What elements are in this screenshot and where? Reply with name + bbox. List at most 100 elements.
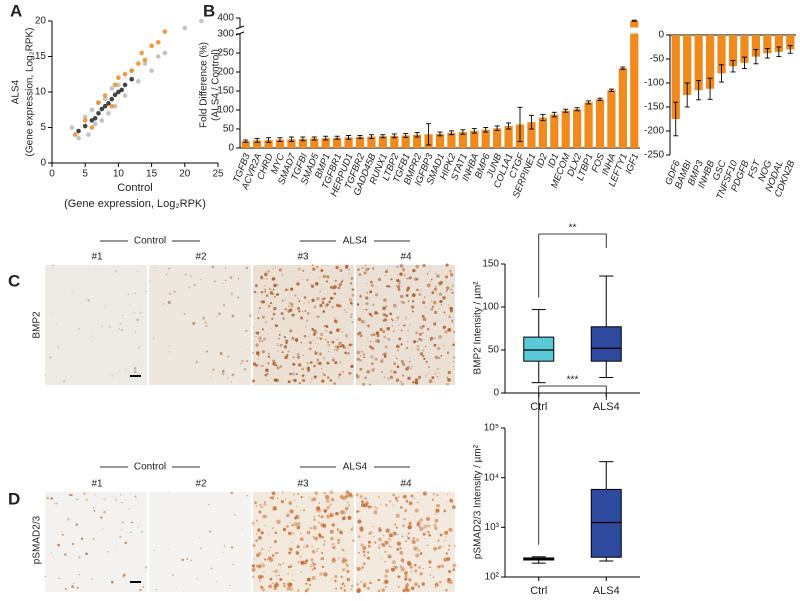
stain-speck [319,572,324,576]
stain-speck [296,552,300,556]
stain-speck [305,582,308,585]
stain-speck [331,340,335,344]
bar [527,122,536,148]
bar [595,99,605,148]
scatter-point [139,50,144,56]
stain-speck [296,355,301,359]
stain-speck [255,351,260,355]
stain-speck [73,583,75,585]
stain-speck [281,299,284,302]
stain-speck [419,552,423,555]
stain-speck [278,574,281,577]
stain-speck [344,568,346,570]
stain-speck [271,328,273,330]
stain-speck [288,531,293,536]
box [523,336,555,362]
bar [241,141,250,148]
stain-speck [273,295,276,298]
stain-speck [439,371,441,373]
stain-speck [223,545,226,548]
stain-speck [329,330,333,335]
scatter-point [102,93,108,98]
stain-speck [273,283,277,288]
stain-speck [295,373,298,376]
bar [367,136,376,148]
stain-speck [423,357,426,361]
bar [344,137,353,148]
stain-speck [284,498,287,500]
stain-speck [344,351,347,355]
stain-speck [290,287,294,291]
stain-speck [356,284,358,286]
stain-speck [310,361,313,364]
stain-speck [288,308,293,312]
stain-speck [397,274,399,276]
stain-speck [281,491,284,493]
stain-speck [369,345,373,349]
stain-speck [251,575,255,579]
stain-speck [260,290,264,294]
stain-speck [434,518,439,523]
stain-speck [339,510,345,515]
stain-speck [377,340,380,343]
stain-speck [270,496,275,500]
stain-speck [407,536,411,540]
stain-speck [108,326,111,328]
stain-speck [427,524,431,528]
stain-speck [129,304,131,306]
sample-label: #3 [297,479,309,490]
stain-speck [451,321,454,324]
stain-speck [257,564,262,569]
stain-speck [370,333,374,337]
stain-speck [392,504,394,507]
scatter-point [72,132,78,137]
stain-speck [305,319,309,322]
stain-speck [316,296,320,301]
bar [774,35,783,52]
micrograph [253,265,354,385]
stain-speck [360,543,364,547]
stain-speck [362,353,366,356]
stain-speck [395,378,400,383]
stain-speck [253,524,255,527]
stain-speck [204,321,208,325]
stain-speck [396,548,400,551]
stain-speck [367,505,371,509]
stain-speck [312,332,316,336]
stain-speck [50,551,52,553]
stain-speck [414,582,418,587]
stain-speck [329,503,332,506]
stain-speck [305,544,309,548]
stain-speck [435,285,437,288]
stain-speck [260,585,264,589]
bar [728,35,738,67]
panel-label: B [203,1,215,20]
stain-speck [139,588,142,591]
stain-speck [282,317,285,320]
stain-speck [156,277,158,279]
stain-speck [419,572,423,576]
stain-speck [356,357,360,361]
stain-speck [362,382,366,386]
stain-speck [57,346,60,349]
stain-speck [316,358,320,362]
stain-speck [359,334,363,338]
stain-speck [367,267,370,270]
stain-speck [426,517,431,521]
stain-speck [426,327,430,331]
stain-speck [230,381,232,383]
stain-speck [378,526,381,530]
stain-speck [200,547,202,549]
stain-speck [283,585,286,588]
stain-speck [314,350,317,353]
stain-speck [407,300,410,302]
stain-speck [366,556,370,560]
bar [355,136,365,148]
stain-speck [120,494,122,496]
stain-speck [273,378,277,382]
stain-speck [368,581,372,585]
stain-speck [389,539,392,542]
stain-speck [359,294,363,298]
scatter-point [102,96,108,102]
stain-speck [230,292,234,296]
